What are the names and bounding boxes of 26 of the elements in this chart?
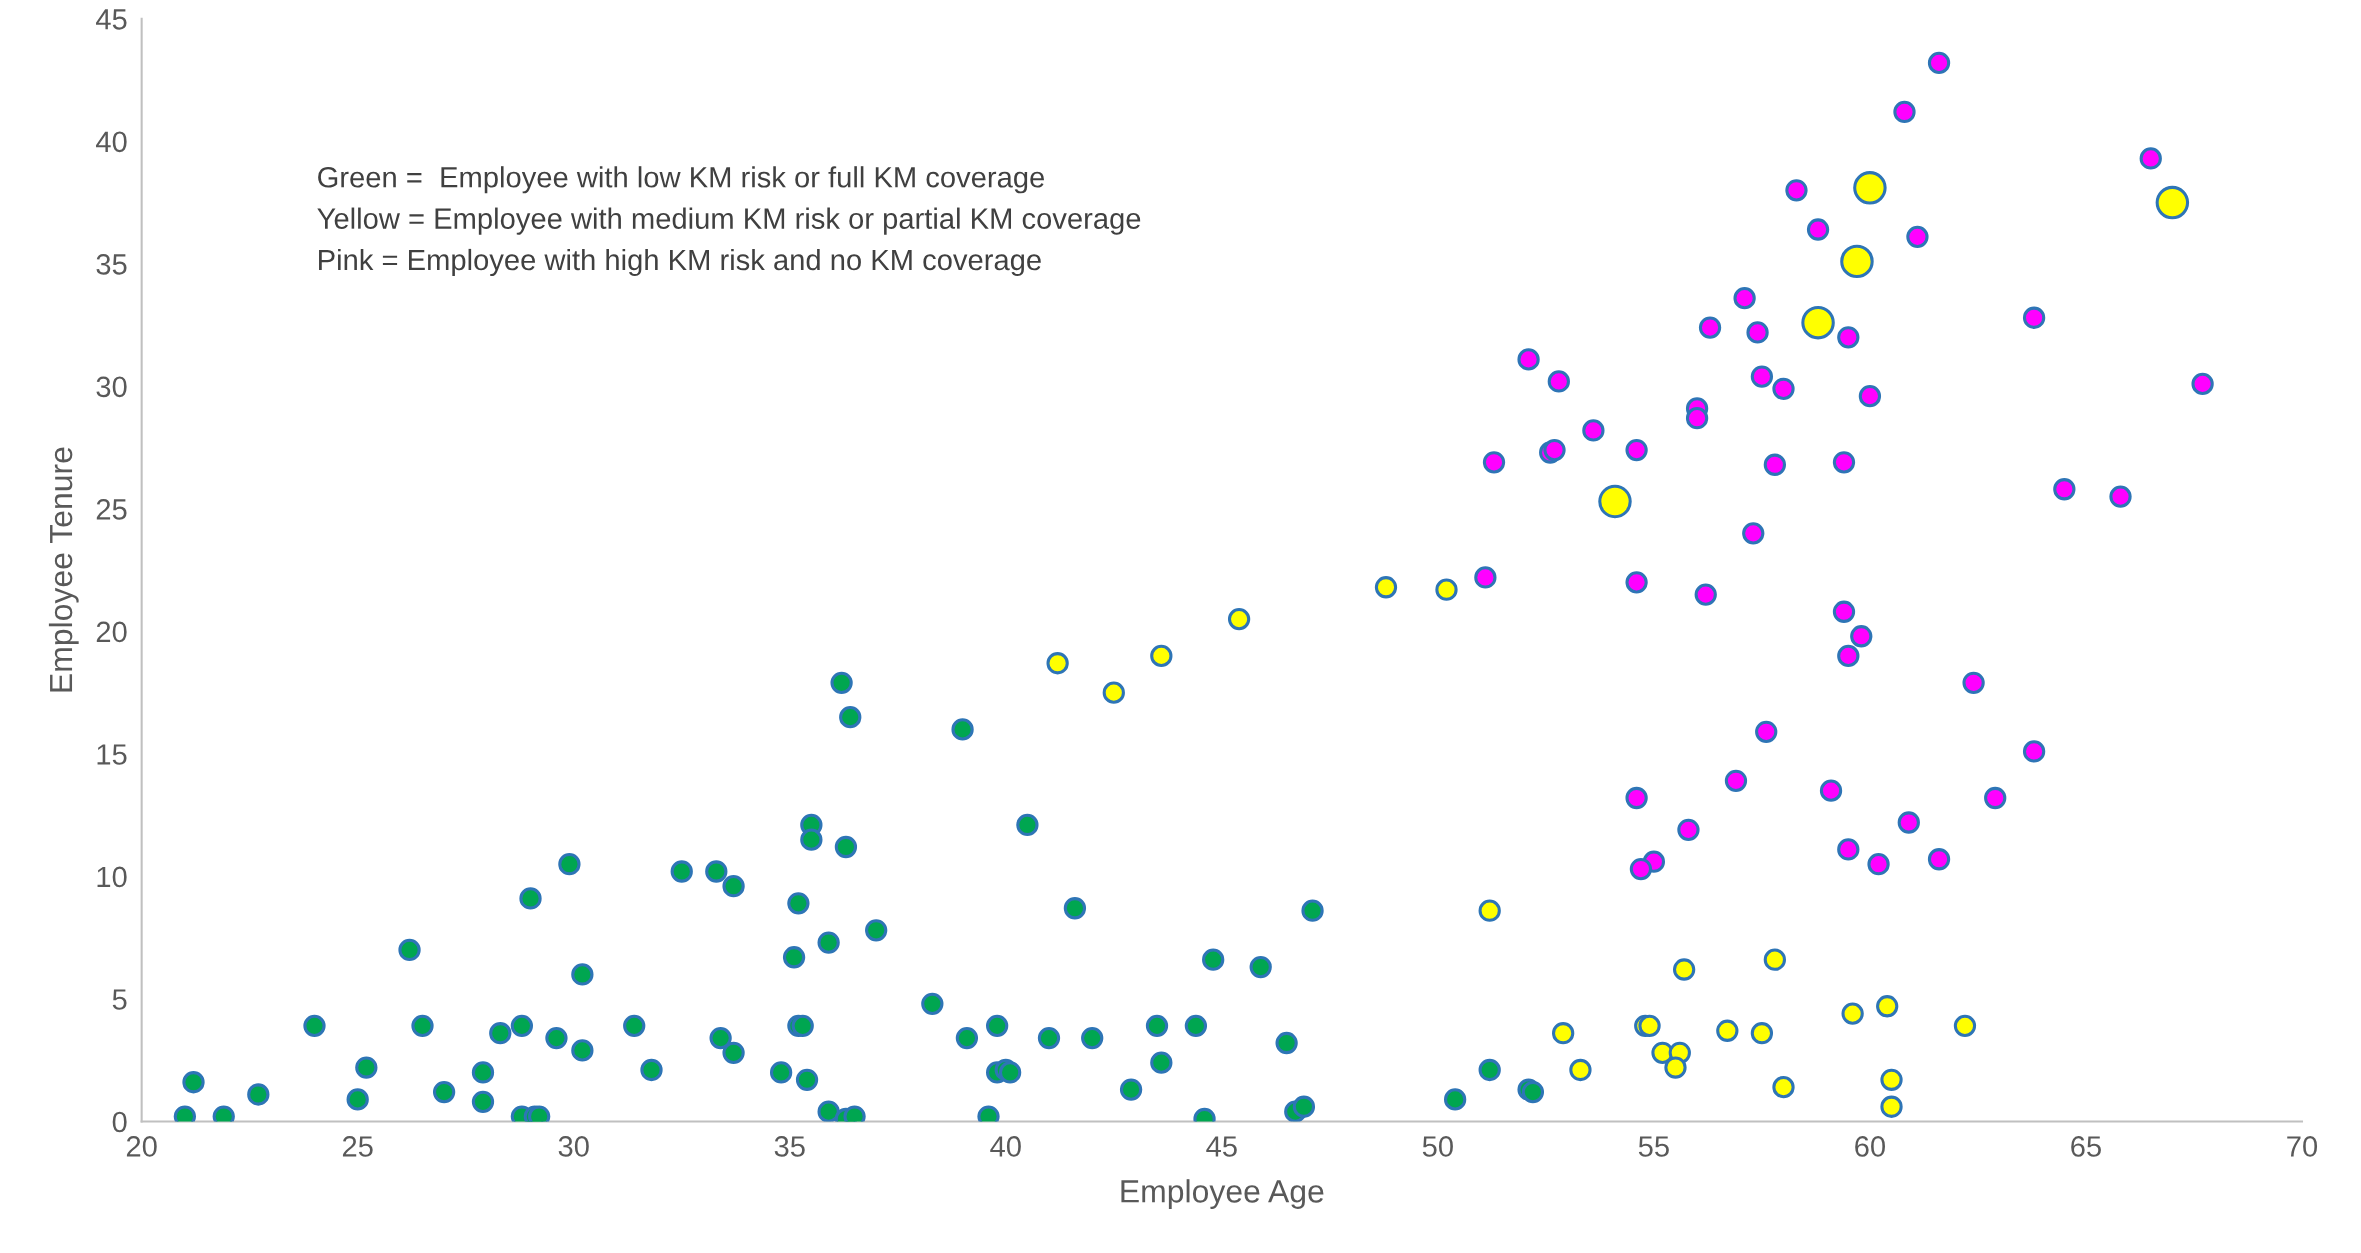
y-tick-label: 0 xyxy=(112,1111,127,1133)
y-tick-label: 5 xyxy=(112,989,127,1010)
y-axis-title: Employee Tenure xyxy=(48,447,79,692)
y-tick-label: 30 xyxy=(96,376,127,398)
annotation: Yellow = Employee with medium KM risk or partial KM coverage xyxy=(317,207,1141,235)
y-tick-label: 20 xyxy=(96,621,127,643)
y-tick-label: 40 xyxy=(96,131,127,153)
annotation: Green = Employee with low KM risk or full KM coverage xyxy=(318,166,1044,194)
y-tick-label: 15 xyxy=(97,744,127,765)
x-tick-label: 55 xyxy=(1638,1136,1669,1157)
x-tick-label: 25 xyxy=(342,1136,373,1157)
annotation: Pink = Employee with high KM risk and no KM coverage xyxy=(319,248,1041,277)
x-tick-label: 65 xyxy=(2071,1136,2101,1157)
x-tick-label: 60 xyxy=(1855,1136,1885,1157)
x-tick-label: 70 xyxy=(2287,1136,2318,1157)
y-tick-label: 10 xyxy=(97,866,127,888)
x-tick-label: 30 xyxy=(558,1136,589,1157)
x-tick-label: 45 xyxy=(1206,1136,1237,1157)
x-axis-title: Employee Age xyxy=(1121,1179,1324,1209)
y-tick-label: 35 xyxy=(96,254,127,275)
x-tick-label: 35 xyxy=(774,1136,805,1157)
x-tick-label: 50 xyxy=(1422,1136,1453,1157)
x-tick-label: 40 xyxy=(990,1136,1021,1157)
x-tick-label: 20 xyxy=(126,1136,157,1157)
y-tick-label: 25 xyxy=(96,499,127,520)
y-tick-label: 45 xyxy=(96,9,127,30)
